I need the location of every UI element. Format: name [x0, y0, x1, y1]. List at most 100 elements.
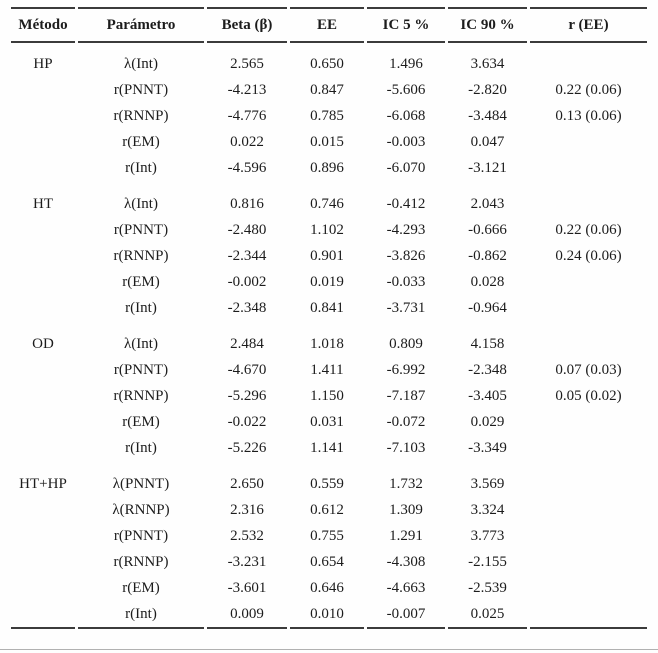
cell-ic90: 3.324	[470, 501, 505, 518]
cell-ee: 1.150	[310, 387, 344, 404]
cell-beta: -3.231	[227, 553, 267, 570]
cell-r-ee	[530, 409, 647, 435]
cell-r-ee	[530, 575, 647, 601]
cell-beta: 2.484	[230, 335, 264, 352]
group-gap	[11, 181, 647, 191]
cell-beta: -4.213	[227, 81, 267, 98]
cell-ic5: -0.072	[386, 413, 426, 430]
cell-parametro: λ(Int)	[124, 335, 158, 352]
cell-ic90: 3.773	[470, 527, 505, 544]
cell-beta: 0.816	[230, 195, 264, 212]
cell-ee: 1.018	[310, 335, 344, 352]
cell-ic90: -3.121	[468, 159, 507, 176]
table-row: r(EM) 0.022 0.015 -0.003 0.047	[11, 129, 647, 155]
cell-ic5: -6.070	[386, 159, 426, 176]
cell-ee: 0.646	[310, 579, 344, 596]
cell-method	[11, 129, 75, 155]
column-header-metodo: Método	[11, 7, 75, 43]
cell-r-ee: 0.05 (0.02)	[555, 387, 622, 404]
cell-method: HT	[33, 195, 53, 212]
table-row: λ(RNNP) 2.316 0.612 1.309 3.324	[11, 497, 647, 523]
cell-ic90: -2.155	[468, 553, 507, 570]
cell-ee: 1.102	[310, 221, 344, 238]
cell-method	[11, 435, 75, 461]
cell-parametro: r(RNNP)	[113, 387, 169, 404]
table-row: OD λ(Int) 2.484 1.018 0.809 4.158	[11, 331, 647, 357]
group-gap	[11, 461, 647, 471]
cell-ic90: -3.349	[468, 439, 507, 456]
cell-ee: 0.031	[310, 413, 344, 430]
table-row: r(EM) -3.601 0.646 -4.663 -2.539	[11, 575, 647, 601]
cell-ic5: 0.809	[389, 335, 423, 352]
cell-r-ee	[530, 155, 647, 181]
cell-ic5: -6.068	[386, 107, 426, 124]
cell-beta: -4.670	[227, 361, 267, 378]
cell-ic5: -3.731	[386, 299, 426, 316]
cell-r-ee: 0.07 (0.03)	[555, 361, 622, 378]
header-gap-cell	[11, 43, 647, 51]
cell-parametro: r(EM)	[122, 579, 160, 596]
cell-ic90: 3.634	[470, 55, 505, 72]
cell-beta: -3.601	[227, 579, 267, 596]
table-row: r(Int) 0.009 0.010 -0.007 0.025	[11, 601, 647, 629]
cell-ic5: -0.033	[386, 273, 426, 290]
cell-r-ee	[530, 331, 647, 357]
cell-parametro: r(RNNP)	[113, 247, 169, 264]
cell-ic5: -0.412	[386, 195, 426, 212]
cell-r-ee	[530, 51, 647, 77]
table-row: r(EM) -0.022 0.031 -0.072 0.029	[11, 409, 647, 435]
cell-beta: -2.344	[227, 247, 267, 264]
cell-method	[11, 269, 75, 295]
cell-ic90: 3.569	[470, 475, 505, 492]
cell-ic5: -4.308	[386, 553, 426, 570]
cell-parametro: r(EM)	[122, 413, 160, 430]
cell-beta: -5.296	[227, 387, 267, 404]
table-row: r(Int) -4.596 0.896 -6.070 -3.121	[11, 155, 647, 181]
cell-ic90: -3.405	[468, 387, 507, 404]
cell-parametro: λ(Int)	[124, 55, 158, 72]
cell-ic5: -4.663	[386, 579, 426, 596]
cell-method	[11, 575, 75, 601]
cell-ee: 0.010	[290, 601, 364, 629]
cell-ic90: -3.484	[468, 107, 507, 124]
cell-beta: 2.316	[230, 501, 264, 518]
cell-beta: -4.596	[227, 159, 267, 176]
cell-ee: 0.901	[310, 247, 344, 264]
cell-ee: 0.559	[310, 475, 344, 492]
table-row: HT λ(Int) 0.816 0.746 -0.412 2.043	[11, 191, 647, 217]
table-row: r(EM) -0.002 0.019 -0.033 0.028	[11, 269, 647, 295]
table-row: r(Int) -2.348 0.841 -3.731 -0.964	[11, 295, 647, 321]
cell-parametro: λ(PNNT)	[112, 475, 170, 492]
cell-ee: 1.411	[310, 361, 344, 378]
cell-method	[11, 601, 75, 629]
cell-r-ee: 0.24 (0.06)	[555, 247, 622, 264]
column-header-r-ee: r (EE)	[530, 7, 647, 43]
cell-ic5: -0.003	[386, 133, 426, 150]
cell-beta: -2.480	[227, 221, 267, 238]
table-row: HT+HP λ(PNNT) 2.650 0.559 1.732 3.569	[11, 471, 647, 497]
cell-ee: 0.785	[310, 107, 344, 124]
cell-parametro: r(Int)	[125, 439, 157, 456]
cell-method	[11, 295, 75, 321]
cell-r-ee	[530, 523, 647, 549]
table-header: Método Parámetro Beta (β) EE IC 5 % IC 9…	[11, 7, 647, 43]
cell-ic90: -2.820	[468, 81, 507, 98]
cell-beta: -4.776	[227, 107, 267, 124]
cell-ic5: 1.732	[389, 475, 423, 492]
cell-r-ee	[530, 295, 647, 321]
cell-ic5: -6.992	[386, 361, 426, 378]
column-header-ic90: IC 90 %	[448, 7, 527, 43]
cell-r-ee: 0.22 (0.06)	[555, 81, 622, 98]
cell-r-ee	[530, 471, 647, 497]
cell-method: HP	[33, 55, 53, 72]
cell-r-ee	[530, 549, 647, 575]
cell-r-ee	[530, 129, 647, 155]
table-row: r(PNNT) -4.670 1.411 -6.992 -2.348 0.07 (0.03…	[11, 357, 647, 383]
cell-method	[11, 497, 75, 523]
table-row: r(RNNP) -2.344 0.901 -3.826 -0.862 0.24 (0.06…	[11, 243, 647, 269]
cell-ee: 0.612	[310, 501, 344, 518]
cell-beta: 0.009	[207, 601, 287, 629]
cell-ee: 0.015	[310, 133, 344, 150]
cell-ee: 0.654	[310, 553, 344, 570]
column-header-beta: Beta (β)	[207, 7, 287, 43]
